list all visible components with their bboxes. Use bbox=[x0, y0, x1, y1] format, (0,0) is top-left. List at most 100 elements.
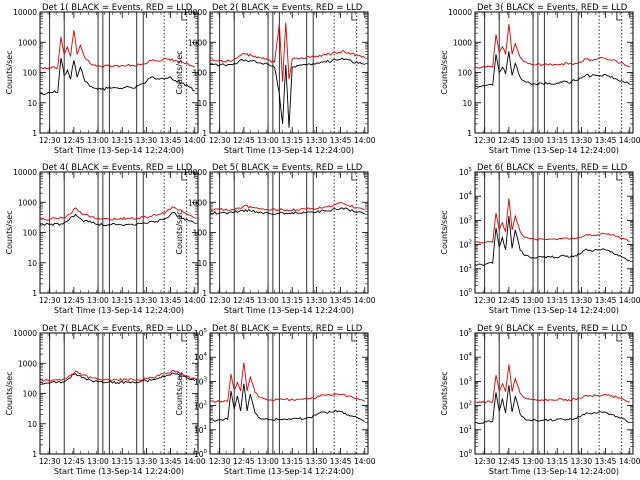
x-tick-label: 13:30 bbox=[136, 457, 158, 466]
y-tick-label: 103 bbox=[194, 376, 208, 386]
plot-frame bbox=[209, 171, 369, 294]
x-tick-label: 12:30 bbox=[209, 136, 231, 145]
x-tick-label: 13:45 bbox=[330, 136, 352, 145]
y-tick-label: 10 bbox=[27, 259, 37, 268]
y-axis-label: Counts/sec bbox=[5, 50, 14, 94]
y-tick-label: 100 bbox=[23, 390, 38, 399]
y-axis-label: Counts/sec bbox=[5, 371, 14, 415]
y-tick-label: 1 bbox=[202, 289, 207, 298]
y-tick-label: 100 bbox=[194, 449, 208, 459]
top-marker bbox=[351, 172, 357, 181]
x-tick-label: 14:00 bbox=[354, 296, 376, 305]
x-tick-label: 13:30 bbox=[571, 457, 593, 466]
x-tick-label: 12:30 bbox=[39, 296, 61, 305]
x-tick-label: 13:30 bbox=[306, 136, 328, 145]
plot-frame bbox=[474, 171, 634, 294]
top-marker bbox=[616, 172, 622, 181]
x-axis-label: Start Time (13-Sep-14 12:24:00) bbox=[489, 146, 619, 155]
y-tick-label: 105 bbox=[459, 328, 473, 338]
top-marker bbox=[181, 12, 187, 21]
x-tick-label: 12:30 bbox=[209, 457, 231, 466]
series-red bbox=[209, 22, 366, 82]
series-red bbox=[39, 30, 196, 70]
y-axis-label: Counts/sec bbox=[440, 50, 449, 94]
x-axis-label: Start Time (13-Sep-14 12:24:00) bbox=[54, 146, 184, 155]
y-tick-label: 1 bbox=[202, 129, 207, 138]
y-tick-label: 102 bbox=[194, 401, 207, 411]
x-tick-label: 13:15 bbox=[281, 136, 303, 145]
x-tick-label: 12:45 bbox=[498, 457, 520, 466]
y-tick-label: 102 bbox=[459, 401, 472, 411]
y-tick-label: 100 bbox=[459, 288, 473, 298]
y-axis-label: Counts/sec bbox=[175, 210, 184, 254]
top-marker bbox=[351, 12, 357, 21]
series-black bbox=[474, 51, 631, 88]
x-tick-label: 13:30 bbox=[136, 296, 158, 305]
x-tick-label: 12:45 bbox=[233, 457, 255, 466]
x-tick-label: 12:45 bbox=[498, 296, 520, 305]
x-tick-label: 13:45 bbox=[160, 136, 182, 145]
x-tick-label: 13:15 bbox=[546, 457, 568, 466]
x-tick-label: 14:00 bbox=[184, 296, 206, 305]
y-tick-label: 100 bbox=[193, 69, 208, 78]
series-black bbox=[39, 212, 196, 227]
x-tick-label: 14:00 bbox=[619, 457, 640, 466]
y-axis-label: Counts/sec bbox=[5, 210, 14, 254]
top-marker bbox=[616, 12, 622, 21]
x-tick-label: 14:00 bbox=[619, 136, 640, 145]
y-tick-label: 1000 bbox=[453, 38, 472, 47]
y-tick-label: 10000 bbox=[448, 8, 472, 17]
y-axis-label: Counts/sec bbox=[440, 210, 449, 254]
x-tick-label: 13:30 bbox=[306, 457, 328, 466]
panel-6: Det 6( BLACK = Events, RED = LLD 100 101 10… bbox=[440, 163, 640, 315]
x-tick-label: 12:30 bbox=[209, 296, 231, 305]
x-tick-label: 13:45 bbox=[595, 136, 617, 145]
series-black bbox=[474, 216, 630, 267]
x-axis-label: Start Time (13-Sep-14 12:24:00) bbox=[224, 306, 354, 315]
series-red bbox=[474, 23, 630, 69]
x-tick-label: 14:00 bbox=[354, 457, 376, 466]
panel-5: Det 5( BLACK = Events, RED = LLD 1 10 100 10… bbox=[175, 163, 376, 315]
x-tick-label: 13:45 bbox=[595, 296, 617, 305]
y-tick-label: 104 bbox=[459, 352, 473, 362]
x-tick-label: 13:00 bbox=[87, 457, 109, 466]
x-axis-label: Start Time (13-Sep-14 12:24:00) bbox=[54, 306, 184, 315]
series-red bbox=[474, 198, 630, 244]
y-axis-label: Counts/sec bbox=[175, 371, 184, 415]
x-axis-label: Start Time (13-Sep-14 12:24:00) bbox=[224, 467, 354, 476]
x-tick-label: 12:30 bbox=[474, 296, 496, 305]
x-tick-label: 13:00 bbox=[522, 457, 544, 466]
x-tick-label: 13:15 bbox=[281, 296, 303, 305]
y-tick-label: 105 bbox=[459, 167, 473, 177]
series-black bbox=[39, 372, 196, 385]
x-tick-label: 12:30 bbox=[474, 457, 496, 466]
x-tick-label: 13:00 bbox=[257, 296, 279, 305]
plot-frame bbox=[474, 332, 634, 455]
x-axis-label: Start Time (13-Sep-14 12:24:00) bbox=[224, 146, 354, 155]
series-red bbox=[209, 202, 365, 212]
y-axis-label: Counts/sec bbox=[440, 371, 449, 415]
x-tick-label: 14:00 bbox=[354, 136, 376, 145]
series-red bbox=[39, 206, 196, 221]
series-red bbox=[39, 370, 196, 382]
panel-7: Det 7( BLACK = Events, RED = LLD 1 10 100 10… bbox=[5, 324, 206, 476]
x-tick-label: 13:15 bbox=[111, 296, 133, 305]
y-tick-label: 102 bbox=[459, 240, 472, 250]
y-tick-label: 1000 bbox=[18, 38, 37, 47]
y-tick-label: 100 bbox=[23, 69, 38, 78]
panel-2: Det 2( BLACK = Events, RED = LLD 1 10 100 10… bbox=[175, 3, 376, 155]
y-tick-label: 1000 bbox=[18, 359, 37, 368]
y-tick-label: 103 bbox=[459, 376, 473, 386]
y-tick-label: 10000 bbox=[13, 329, 37, 338]
y-tick-label: 1000 bbox=[18, 198, 37, 207]
panel-1: Det 1( BLACK = Events, RED = LLD 1 10 100 10… bbox=[5, 3, 206, 155]
x-tick-label: 13:15 bbox=[546, 136, 568, 145]
y-tick-label: 100 bbox=[23, 229, 38, 238]
y-tick-label: 1 bbox=[32, 450, 37, 459]
y-tick-label: 1000 bbox=[188, 38, 207, 47]
y-tick-label: 104 bbox=[459, 191, 473, 201]
series-black bbox=[39, 58, 195, 96]
x-tick-label: 14:00 bbox=[184, 136, 206, 145]
panel-title: Det 6( BLACK = Events, RED = LLD bbox=[477, 163, 628, 173]
x-tick-label: 13:00 bbox=[257, 136, 279, 145]
